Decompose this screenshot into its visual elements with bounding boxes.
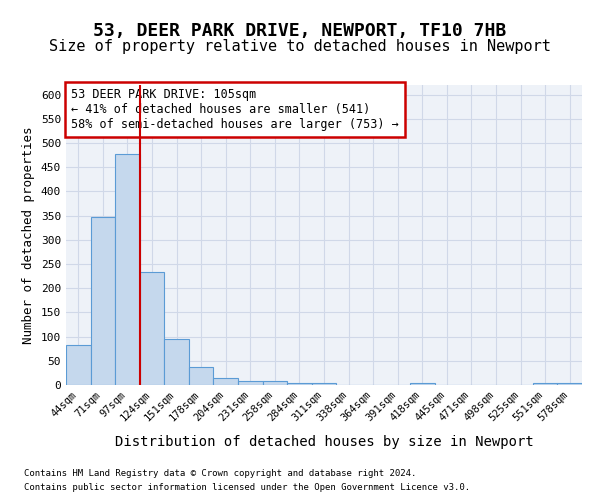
- Bar: [214, 378, 238, 385]
- Bar: [533, 382, 557, 385]
- Bar: [66, 346, 91, 385]
- Text: 53, DEER PARK DRIVE, NEWPORT, TF10 7HB: 53, DEER PARK DRIVE, NEWPORT, TF10 7HB: [94, 22, 506, 40]
- Text: Contains public sector information licensed under the Open Government Licence v3: Contains public sector information licen…: [24, 484, 470, 492]
- Bar: [140, 272, 164, 385]
- Text: Size of property relative to detached houses in Newport: Size of property relative to detached ho…: [49, 39, 551, 54]
- Bar: [410, 382, 434, 385]
- Y-axis label: Number of detached properties: Number of detached properties: [22, 126, 35, 344]
- Bar: [312, 382, 336, 385]
- Bar: [164, 339, 189, 385]
- Text: 53 DEER PARK DRIVE: 105sqm
← 41% of detached houses are smaller (541)
58% of sem: 53 DEER PARK DRIVE: 105sqm ← 41% of deta…: [71, 88, 399, 131]
- X-axis label: Distribution of detached houses by size in Newport: Distribution of detached houses by size …: [115, 434, 533, 448]
- Bar: [189, 367, 214, 385]
- Bar: [263, 381, 287, 385]
- Bar: [287, 382, 312, 385]
- Bar: [115, 154, 140, 385]
- Bar: [91, 216, 115, 385]
- Text: Contains HM Land Registry data © Crown copyright and database right 2024.: Contains HM Land Registry data © Crown c…: [24, 468, 416, 477]
- Bar: [238, 381, 263, 385]
- Bar: [557, 382, 582, 385]
